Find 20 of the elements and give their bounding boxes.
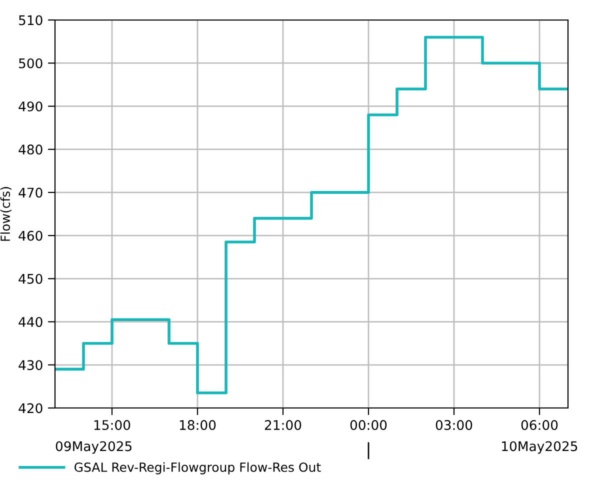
- x-tick-label: 00:00: [350, 420, 387, 430]
- text: 09May2025: [56, 441, 132, 454]
- x-tick-label: 21:00: [264, 420, 302, 430]
- y-tick-label: 440: [18, 317, 42, 327]
- y-axis-title: Flow(cfs): [0, 187, 12, 241]
- y-tick-label: 430: [18, 360, 42, 370]
- text: 10May2025: [502, 441, 578, 454]
- y-tick-label: 470: [18, 188, 42, 198]
- y-tick-label: 420: [18, 403, 42, 414]
- x-tick-label: 06:00: [521, 420, 558, 430]
- y-tick-label: 450: [18, 274, 42, 284]
- x-tick-label: 15:00: [94, 420, 130, 430]
- x-tick-label: 18:00: [180, 420, 216, 430]
- y-tick-label: 460: [18, 230, 42, 241]
- y-tick-label: 490: [18, 101, 42, 112]
- y-tick-label: 500: [19, 58, 42, 68]
- x-tick-label: 03:00: [436, 420, 472, 430]
- y-tick-label: 510: [19, 15, 42, 26]
- y-tick-label: 480: [18, 144, 42, 155]
- legend-label: GSAL Rev-Regi-Flowgroup Flow-Res Out: [74, 462, 321, 474]
